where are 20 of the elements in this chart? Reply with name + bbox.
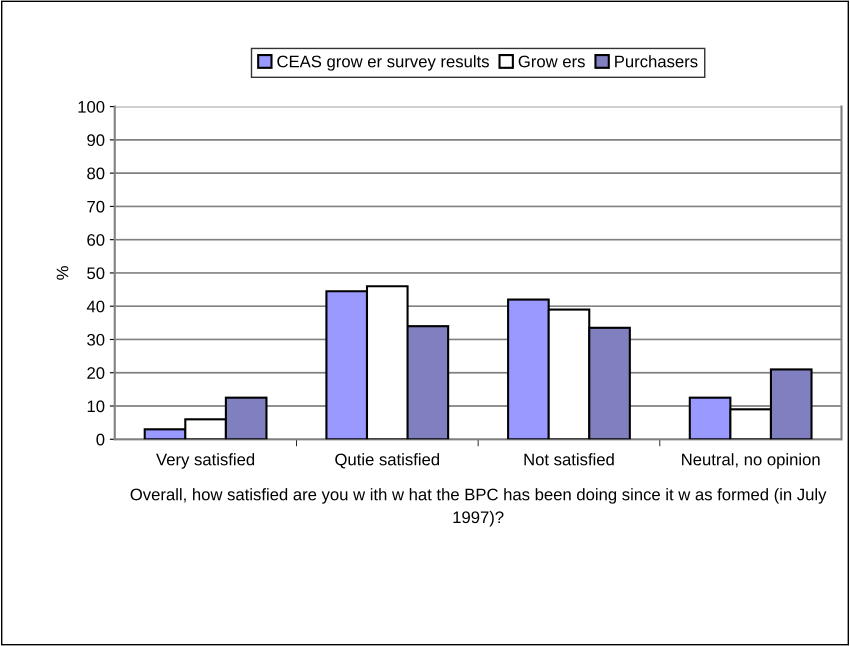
y-tick-label: 10 bbox=[88, 400, 104, 412]
y-tick-label: 80 bbox=[87, 168, 104, 180]
y-tick-label: 50 bbox=[87, 267, 104, 280]
legend-label: Grow ers bbox=[518, 56, 585, 68]
y-tick-label: 40 bbox=[86, 300, 104, 312]
y-tick-label: 90 bbox=[87, 134, 104, 146]
y-tick-label: 60 bbox=[87, 234, 104, 246]
legend-label: Purchasers bbox=[615, 55, 698, 68]
legend-label: CEAS grow er survey results bbox=[277, 55, 489, 71]
x-tick-label: Very satisfied bbox=[156, 453, 254, 469]
y-tick-label: 100 bbox=[78, 100, 104, 113]
x-tick-label: Neutral, no opinion bbox=[682, 453, 820, 469]
x-tick-label: Not satisfied bbox=[524, 453, 614, 466]
y-tick-label: 20 bbox=[87, 367, 104, 379]
y-tick-label: 0 bbox=[96, 434, 104, 446]
y-tick-label: 70 bbox=[87, 200, 104, 213]
x-axis-title: Overall, how satisfied are you w ith w hat the BPC has been doing since it w as formed (in July 1997)? bbox=[130, 488, 826, 526]
y-tick-label: 30 bbox=[87, 334, 104, 346]
x-tick-label: Qutie satisfied bbox=[335, 453, 440, 468]
y-axis-title: % bbox=[56, 266, 68, 280]
